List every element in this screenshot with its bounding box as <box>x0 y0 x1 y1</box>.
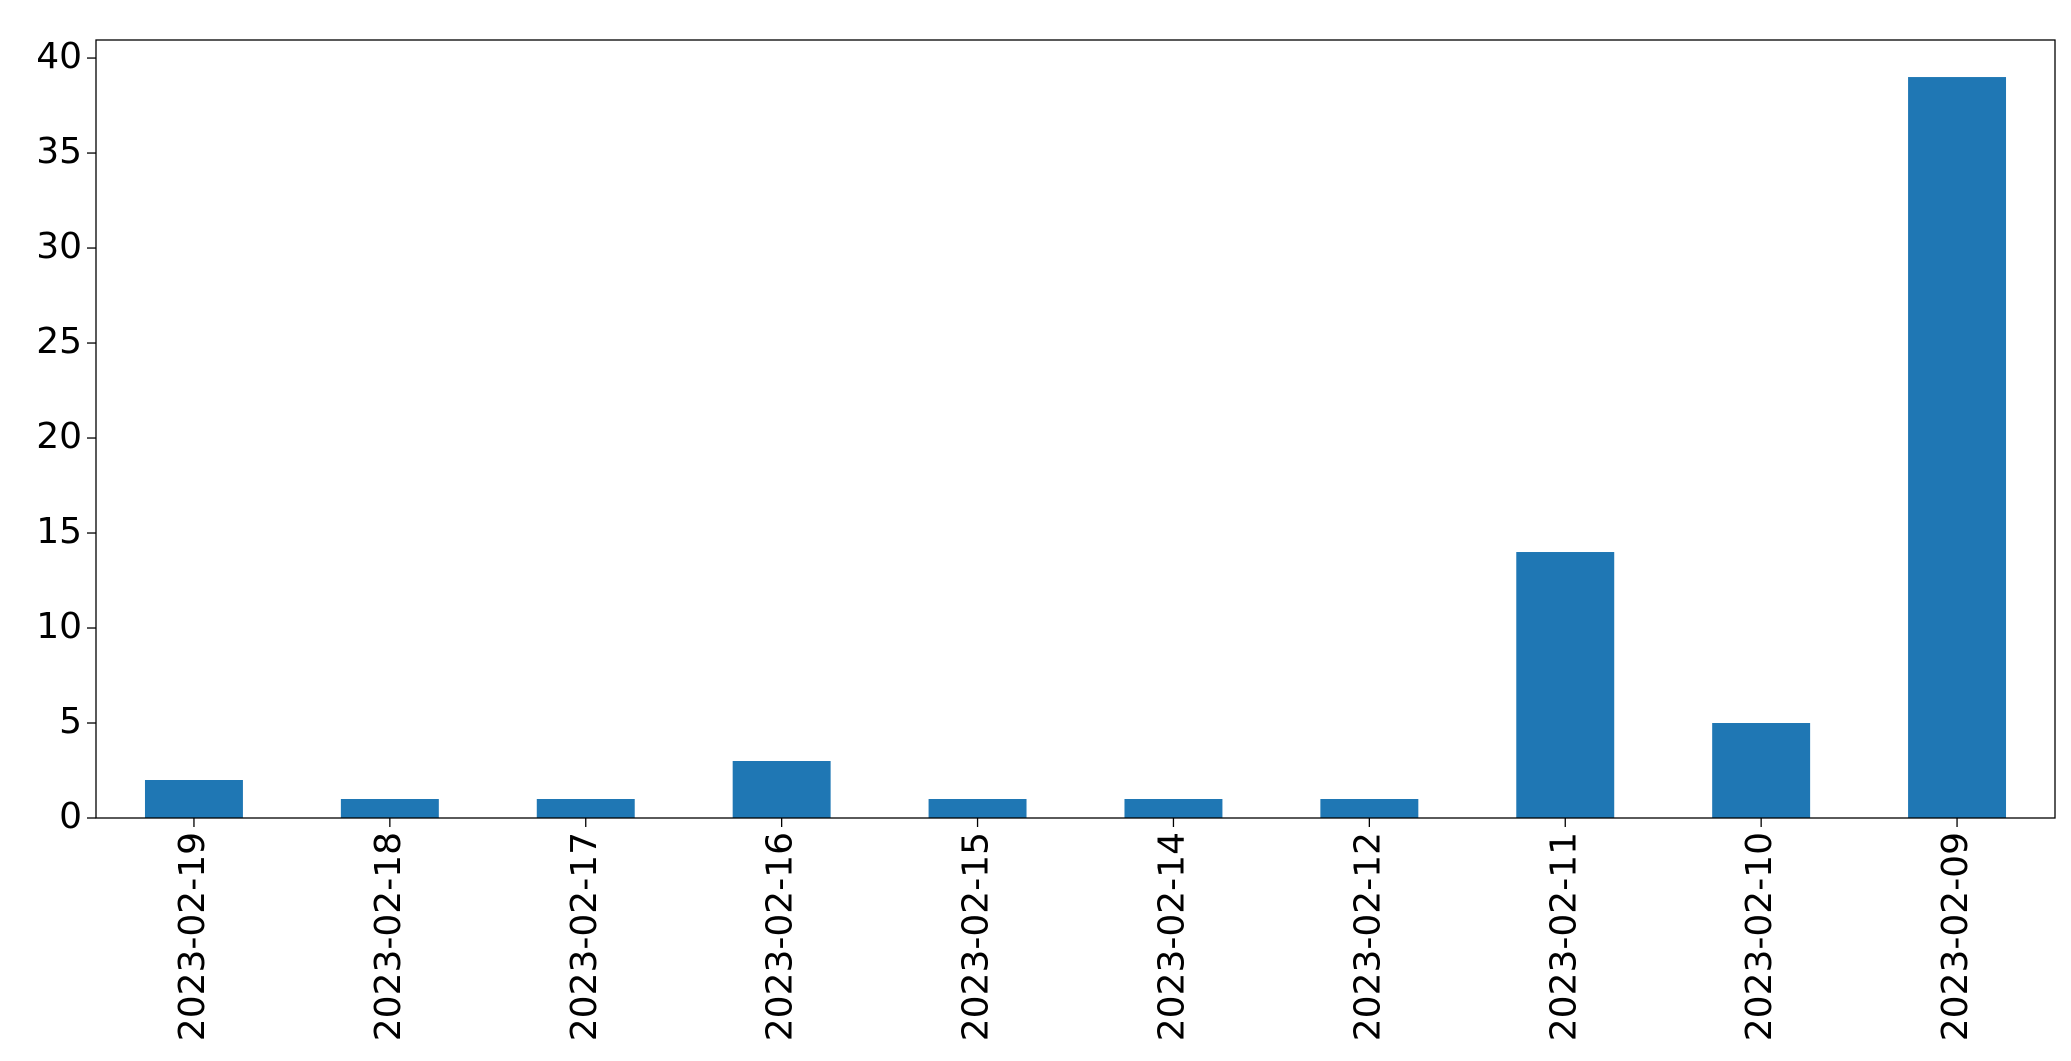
x-tick-label: 2023-02-15 <box>956 832 997 1041</box>
bar <box>1712 723 1811 818</box>
y-tick-label: 40 <box>36 36 82 77</box>
bar <box>732 761 831 818</box>
bar <box>536 799 635 818</box>
y-tick-label: 35 <box>36 131 82 172</box>
bar <box>340 799 439 818</box>
bar <box>144 780 243 818</box>
y-tick-label: 10 <box>36 606 82 647</box>
x-tick-label: 2023-02-16 <box>760 832 801 1041</box>
plot-frame <box>95 39 2056 819</box>
x-tick-label: 2023-02-09 <box>1935 832 1976 1041</box>
x-tick-label: 2023-02-19 <box>172 832 213 1041</box>
y-tick-label: 0 <box>59 796 82 837</box>
bar <box>1320 799 1419 818</box>
y-tick-label: 15 <box>36 511 82 552</box>
y-tick-label: 30 <box>36 226 82 267</box>
y-tick-label: 5 <box>59 701 82 742</box>
x-tick-label: 2023-02-18 <box>368 832 409 1041</box>
x-tick-label: 2023-02-12 <box>1347 832 1388 1041</box>
bar <box>1124 799 1223 818</box>
x-tick-label: 2023-02-17 <box>564 832 605 1041</box>
x-tick-label: 2023-02-14 <box>1151 832 1192 1041</box>
bar <box>928 799 1027 818</box>
bar <box>1908 77 2007 819</box>
x-tick-label: 2023-02-10 <box>1739 832 1780 1041</box>
x-tick-label: 2023-02-11 <box>1543 832 1584 1041</box>
y-tick-label: 25 <box>36 321 82 362</box>
bar <box>1516 552 1615 818</box>
y-tick-label: 20 <box>36 416 82 457</box>
